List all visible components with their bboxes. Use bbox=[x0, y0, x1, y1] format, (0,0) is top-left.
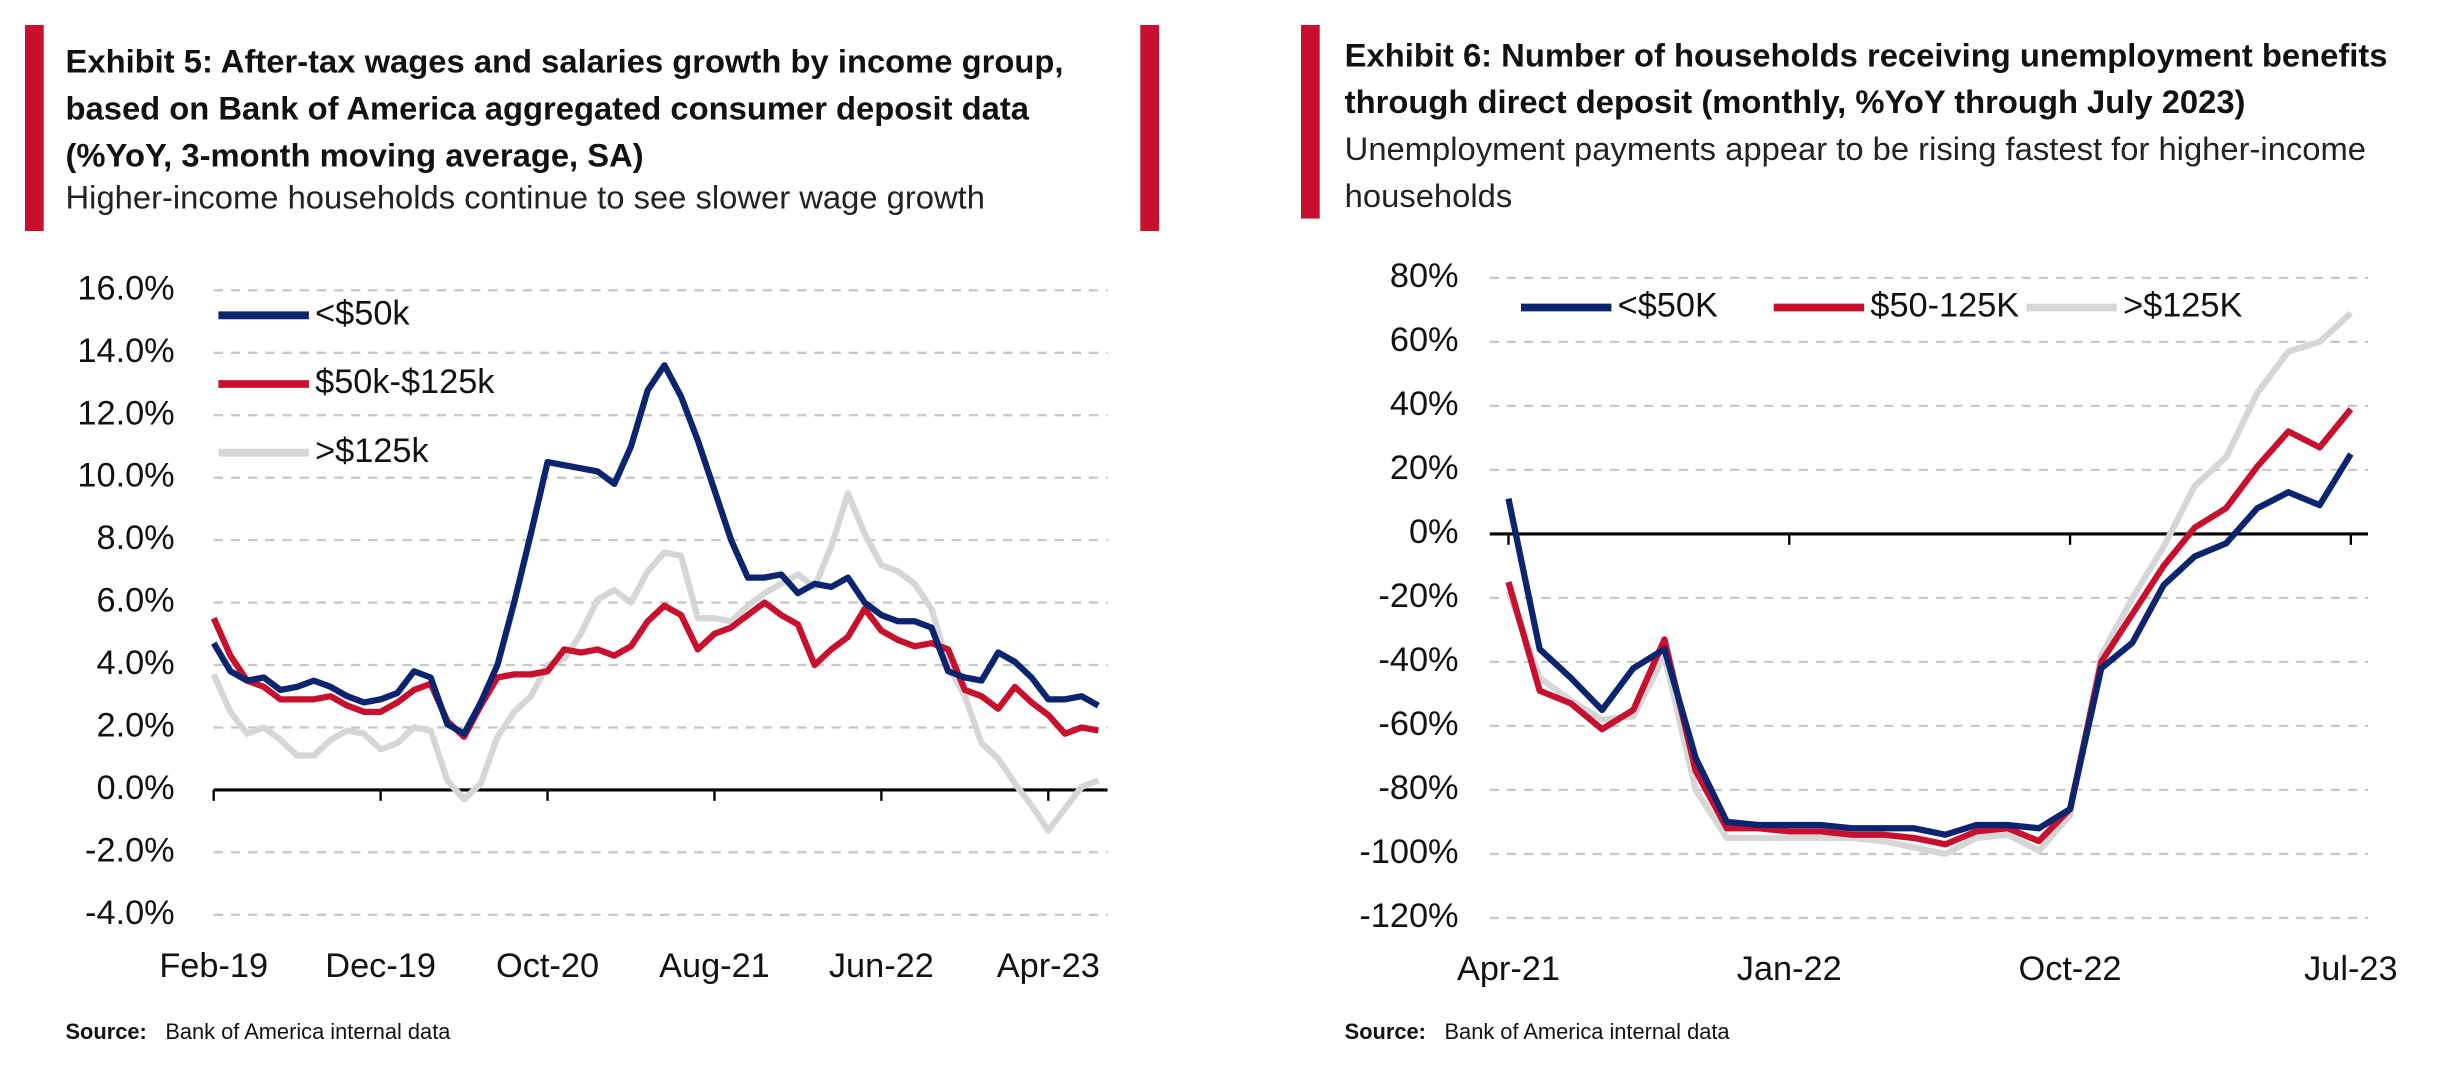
legend-label: $50k-$125k bbox=[315, 363, 495, 401]
x-tick-label: Dec-19 bbox=[325, 947, 436, 985]
chart-subtitle: Unemployment payments appear to be risin… bbox=[1345, 130, 2366, 167]
y-tick-label: -80% bbox=[1378, 769, 1458, 807]
accent-bar bbox=[1140, 24, 1160, 232]
y-tick-label: -20% bbox=[1378, 577, 1458, 615]
accent-bar bbox=[1300, 24, 1320, 219]
series-line bbox=[210, 599, 1099, 740]
source: Bank of America internal data bbox=[1445, 1019, 1731, 1044]
legend-label: >$125k bbox=[315, 432, 429, 470]
series-line bbox=[1505, 407, 2354, 848]
y-tick-label: -40% bbox=[1378, 641, 1458, 679]
source: Bank of America internal data bbox=[165, 1019, 451, 1044]
y-tick-label: -100% bbox=[1359, 833, 1458, 871]
x-tick-label: Apr-23 bbox=[997, 947, 1100, 985]
chart-title: based on Bank of America aggregated cons… bbox=[66, 89, 1030, 126]
y-tick-label: 0% bbox=[1409, 513, 1459, 551]
x-tick-label: Oct-22 bbox=[2019, 950, 2122, 988]
y-tick-label: 4.0% bbox=[96, 644, 174, 682]
y-tick-label: 12.0% bbox=[77, 394, 174, 432]
y-tick-label: -2.0% bbox=[85, 831, 175, 869]
chart-title: Exhibit 6: Number of households receivin… bbox=[1345, 36, 2388, 73]
series-line bbox=[1505, 310, 2353, 858]
x-tick-label: Oct-20 bbox=[496, 947, 599, 985]
chart-subtitle: Higher-income households continue to see… bbox=[66, 178, 985, 215]
chart-title: through direct deposit (monthly, %YoY th… bbox=[1345, 83, 2246, 120]
y-tick-label: -60% bbox=[1378, 705, 1458, 743]
y-tick-label: -4.0% bbox=[85, 894, 175, 932]
source-label: Source: bbox=[66, 1019, 147, 1044]
source-label: Source: bbox=[1345, 1019, 1426, 1044]
y-tick-label: 14.0% bbox=[77, 332, 174, 370]
series-line bbox=[1505, 452, 2354, 838]
chart-subtitle: households bbox=[1345, 177, 1513, 214]
accent-bar bbox=[24, 24, 44, 232]
legend-label: >$125K bbox=[2123, 287, 2242, 325]
y-tick-label: 8.0% bbox=[96, 519, 174, 557]
x-tick-label: Feb-19 bbox=[159, 947, 268, 985]
x-tick-label: Jun-22 bbox=[829, 947, 934, 985]
y-tick-label: 6.0% bbox=[96, 582, 174, 620]
y-tick-label: 2.0% bbox=[96, 707, 174, 745]
y-tick-label: 16.0% bbox=[77, 269, 174, 307]
x-tick-label: Apr-21 bbox=[1457, 950, 1560, 988]
y-tick-label: 20% bbox=[1390, 449, 1459, 487]
chart-title: Exhibit 5: After-tax wages and salaries … bbox=[66, 43, 1064, 80]
x-tick-label: Jul-23 bbox=[2304, 950, 2397, 988]
x-tick-label: Jan-22 bbox=[1737, 950, 1842, 988]
y-tick-label: 60% bbox=[1390, 321, 1459, 359]
y-tick-label: 0.0% bbox=[96, 769, 174, 807]
legend-label: <$50K bbox=[1618, 287, 1718, 325]
series-line bbox=[210, 490, 1100, 834]
legend-label: <$50k bbox=[315, 294, 410, 332]
series-line bbox=[211, 362, 1100, 737]
y-tick-label: 80% bbox=[1390, 257, 1459, 295]
y-tick-label: -120% bbox=[1359, 897, 1458, 935]
legend-label: $50-125K bbox=[1870, 287, 2019, 325]
x-tick-label: Aug-21 bbox=[659, 947, 770, 985]
chart-title: (%YoY, 3-month moving average, SA) bbox=[66, 136, 644, 173]
y-tick-label: 40% bbox=[1390, 385, 1459, 423]
y-tick-label: 10.0% bbox=[77, 457, 174, 495]
